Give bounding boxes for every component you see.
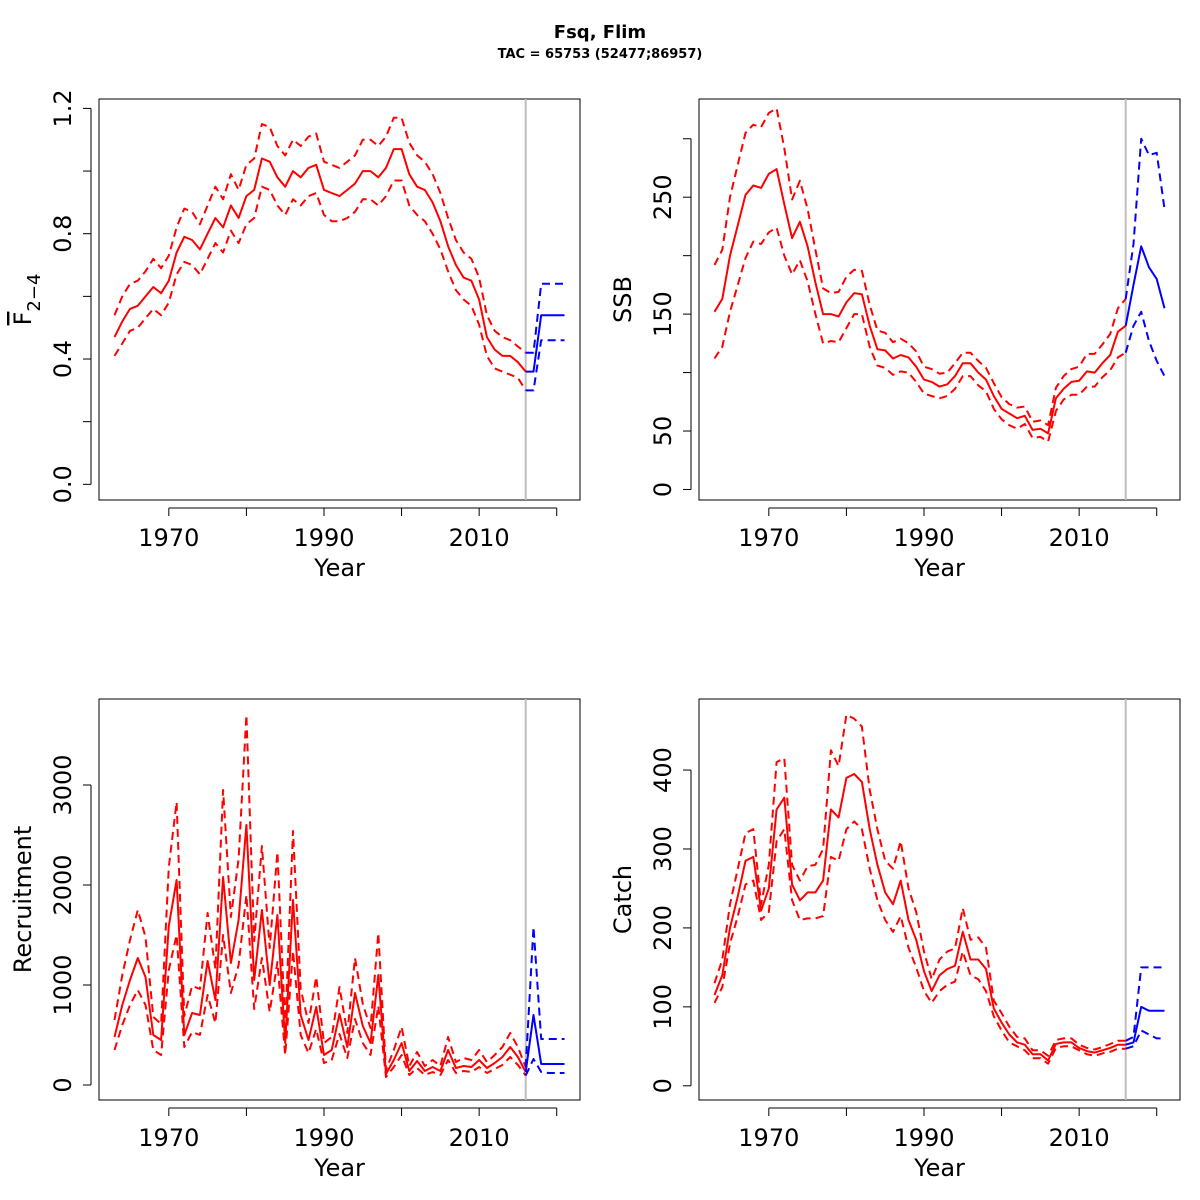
forecast-upper-bound-line bbox=[524, 926, 565, 1068]
y-tick-label: 250 bbox=[649, 174, 677, 220]
y-label-main: F bbox=[9, 312, 37, 326]
assessment-upper-bound-line bbox=[113, 714, 527, 1071]
assessment-lower-bound-line bbox=[713, 820, 1126, 1065]
assessment-lower-bound-line bbox=[713, 226, 1127, 443]
x-tick-label: 2010 bbox=[449, 524, 510, 552]
x-tick-label: 2010 bbox=[1049, 524, 1110, 552]
x-axis-label: Year bbox=[313, 1154, 365, 1182]
x-axis-label: Year bbox=[313, 554, 365, 582]
x-tick-label: 1970 bbox=[138, 524, 199, 552]
panel-f: 1970 1990 2010 Year 0.0 0.4 0.8 1.2 F2−4 bbox=[9, 89, 581, 582]
y-axis-label: F2−4 bbox=[9, 274, 45, 326]
y-tick-label: 0.0 bbox=[49, 465, 77, 503]
y-tick-label: 0 bbox=[49, 1077, 77, 1092]
forecast-estimate-line bbox=[525, 314, 565, 373]
assessment-upper-bound-line bbox=[113, 116, 527, 354]
x-tick-label: 2010 bbox=[1049, 1124, 1110, 1152]
assessment-upper-bound-line bbox=[713, 107, 1127, 427]
y-axis-label: SSB bbox=[609, 276, 637, 323]
plot-frame bbox=[98, 98, 581, 501]
y-axis-label: Catch bbox=[609, 865, 637, 934]
plot-frame bbox=[698, 698, 1181, 1101]
assessment-estimate-line bbox=[713, 168, 1127, 435]
forecast-estimate-line bbox=[1124, 245, 1166, 326]
figure-title: Fsq, Flim bbox=[553, 22, 647, 43]
y-tick-label: 0 bbox=[649, 1078, 677, 1093]
figure-subtitle: TAC = 65753 (52477;86957) bbox=[497, 47, 703, 62]
plot-frame bbox=[698, 98, 1181, 501]
y-label-subscript: 2−4 bbox=[24, 274, 45, 312]
assessment-lower-bound-line bbox=[113, 894, 527, 1078]
panel-ssb: 1970 1990 2010 Year 0 50 150 250 SSB bbox=[609, 98, 1181, 582]
assessment-estimate-line bbox=[713, 773, 1126, 1062]
assessment-estimate-line bbox=[113, 148, 527, 373]
x-tick-label: 2010 bbox=[449, 1124, 510, 1152]
forecast-upper-bound-line bbox=[1125, 966, 1165, 1042]
y-tick-label: 1.2 bbox=[49, 89, 77, 127]
forecast-upper-bound-line bbox=[1124, 137, 1166, 300]
assessment-lower-bound-line bbox=[113, 179, 527, 391]
y-tick-label: 0 bbox=[649, 482, 677, 497]
x-tick-label: 1970 bbox=[138, 1124, 199, 1152]
y-tick-label: 200 bbox=[649, 905, 677, 951]
x-tick-label: 1990 bbox=[893, 524, 954, 552]
y-tick-label: 2000 bbox=[49, 854, 77, 915]
y-tick-label: 300 bbox=[649, 826, 677, 872]
y-tick-label: 0.4 bbox=[49, 340, 77, 378]
forecast-estimate-line bbox=[524, 1014, 565, 1073]
assessment-upper-bound-line bbox=[713, 713, 1126, 1057]
y-tick-label: 1000 bbox=[49, 954, 77, 1015]
x-tick-label: 1990 bbox=[293, 524, 354, 552]
x-axis-label: Year bbox=[913, 554, 965, 582]
forecast-lower-bound-line bbox=[1124, 310, 1166, 377]
forecast-lower-bound-line bbox=[1125, 1029, 1165, 1050]
forecast-lower-bound-line bbox=[524, 1058, 565, 1076]
y-tick-label: 150 bbox=[649, 291, 677, 337]
panel-catch: 1970 1990 2010 Year 0 100 200 300 400 Catch bbox=[609, 698, 1181, 1182]
x-tick-label: 1970 bbox=[738, 1124, 799, 1152]
y-axis-label: Recruitment bbox=[9, 826, 37, 973]
y-tick-label: 3000 bbox=[49, 754, 77, 815]
y-tick-label: 50 bbox=[649, 416, 677, 447]
x-tick-label: 1990 bbox=[293, 1124, 354, 1152]
forecast-lower-bound-line bbox=[525, 339, 565, 392]
forecast-upper-bound-line bbox=[525, 282, 565, 354]
forecast-estimate-line bbox=[1125, 1005, 1165, 1046]
y-tick-label: 100 bbox=[649, 984, 677, 1030]
plot-frame bbox=[98, 698, 581, 1101]
y-tick-label: 400 bbox=[649, 747, 677, 793]
y-tick-label: 0.8 bbox=[49, 215, 77, 253]
panel-recruitment: 1970 1990 2010 Year 0 1000 2000 3000 Recruitment bbox=[9, 698, 581, 1182]
x-axis-label: Year bbox=[913, 1154, 965, 1182]
x-tick-label: 1990 bbox=[893, 1124, 954, 1152]
assessment-estimate-line bbox=[113, 824, 527, 1075]
x-tick-label: 1970 bbox=[738, 524, 799, 552]
